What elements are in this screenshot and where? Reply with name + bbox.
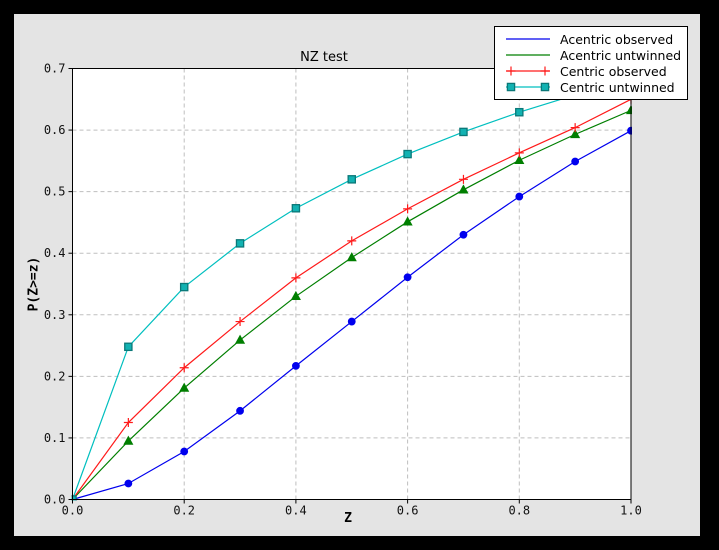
y-tick-label: 0.0 [44,493,66,507]
data-point-triangle [402,216,413,226]
x-tick-label: 1.0 [620,504,642,518]
data-point-plus [347,236,357,246]
legend-swatch-square-icon [506,82,550,92]
data-point-circle [459,230,468,239]
data-point-square [540,82,550,92]
y-tick-label: 0.7 [44,62,66,76]
legend-swatch-plus-icon [506,66,550,76]
data-point-circle [515,192,524,201]
data-point-triangle [123,435,134,445]
data-point-plus [235,317,245,327]
data-point-triangle [346,252,357,262]
legend-item: Acentric observed [504,31,687,47]
data-point-triangle [570,128,581,139]
x-tick-label: 0.8 [508,504,530,518]
legend-item: Acentric untwinned [504,47,687,63]
y-tick-label: 0.2 [44,369,66,383]
data-point-plus [514,148,524,158]
data-point-circle [403,273,412,282]
x-tick-label: 0.6 [397,504,419,518]
data-point-plus [123,418,133,428]
data-point-circle [571,157,580,166]
data-point-square [347,175,356,184]
data-point-square [179,282,189,292]
legend: Acentric observed Acentric untwinned Centr… [494,26,688,100]
data-point-square [124,342,133,352]
data-point-triangle [235,334,246,344]
legend-label: Acentric untwinned [560,47,682,63]
y-tick-label: 0.6 [44,123,66,137]
data-point-triangle [290,290,301,301]
x-tick-label: 0.0 [62,504,84,518]
x-tick-label: 0.2 [173,504,195,518]
legend-item: Centric observed [504,63,687,79]
axes-frame [72,68,632,500]
data-point-circle [347,317,356,326]
data-point-plus [570,123,580,133]
data-point-circle [124,479,133,488]
legend-swatch-triangle-icon [506,54,550,56]
data-point-plus [458,174,468,184]
y-axis-label: P(Z>=z) [26,256,42,312]
data-point-circle [180,447,189,456]
data-point-square [506,82,516,92]
legend-label: Centric untwinned [560,79,675,95]
legend-label: Centric observed [560,63,667,79]
data-point-plus [506,66,516,76]
y-tick-label: 0.3 [44,308,66,322]
data-point-plus [540,66,550,76]
data-point-square [515,107,524,117]
x-axis-label: Z [344,511,352,526]
data-point-plus [179,363,189,373]
data-point-triangle [514,154,525,164]
data-point-square [459,127,468,137]
legend-swatch-circle-icon [506,38,550,40]
data-point-plus [403,204,413,214]
data-point-triangle [458,184,469,194]
data-point-plus [291,273,301,283]
data-point-square [291,204,301,213]
legend-label: Acentric observed [560,31,674,47]
plot-area [72,68,631,500]
y-tick-label: 0.4 [44,246,66,260]
data-point-circle [292,361,300,370]
y-tick-label: 0.5 [44,185,66,199]
data-point-circle [236,406,244,415]
data-point-triangle [179,382,190,392]
legend-item: Centric untwinned [504,79,687,95]
chart-title: NZ test [300,50,348,65]
y-tick-label: 0.1 [44,431,66,445]
data-point-square [235,239,245,248]
data-point-square [403,149,412,159]
x-tick-label: 0.4 [285,504,307,518]
